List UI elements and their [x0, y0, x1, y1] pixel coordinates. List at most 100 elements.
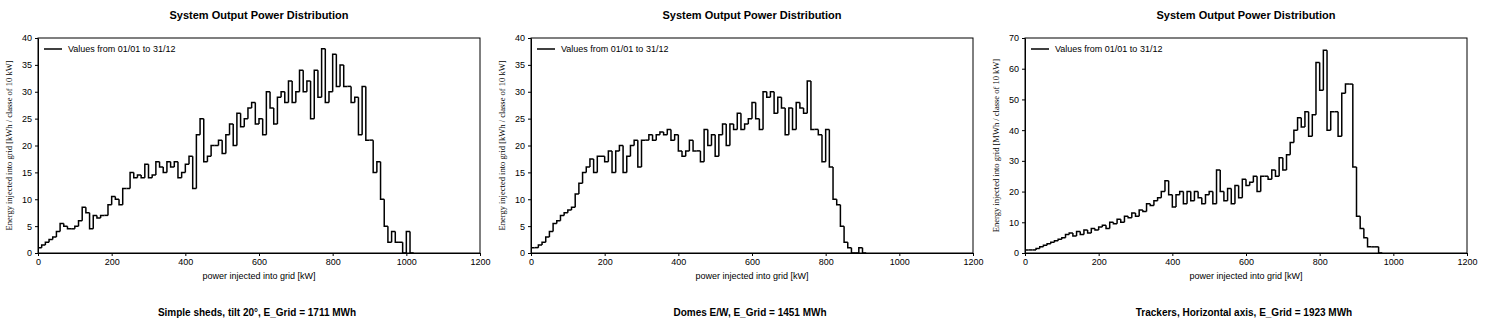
histogram-step: [542, 242, 546, 245]
plot-frame: [531, 38, 973, 253]
y-tick-label: 20: [22, 141, 32, 151]
x-tick-mark: [259, 253, 260, 256]
histogram-step: [1062, 238, 1066, 240]
histogram-step: [586, 167, 590, 172]
legend-swatch: [44, 48, 62, 50]
y-tick: 0: [27, 248, 38, 258]
y-axis-line: [38, 39, 39, 254]
histogram-step: [1294, 130, 1298, 142]
histogram-step: [395, 232, 399, 243]
histogram-step: [152, 175, 156, 178]
histogram-step: [101, 215, 105, 218]
y-tick-label: 30: [22, 87, 32, 97]
y-tick: 40: [515, 33, 531, 43]
y-tick: 30: [1009, 156, 1025, 166]
x-tick-mark: [1172, 253, 1173, 256]
y-tick: 25: [22, 114, 38, 124]
histogram-step: [756, 103, 760, 119]
x-tick-label: 400: [671, 257, 686, 267]
x-tick-mark: [826, 253, 827, 256]
histogram-step: [1099, 227, 1103, 230]
x-tick-label: 1200: [470, 257, 490, 267]
y-tick-label: 10: [1009, 218, 1019, 228]
chart-title: System Output Power Distribution: [662, 9, 841, 21]
y-tick-label: 25: [515, 114, 525, 124]
y-tick-label: 40: [22, 33, 32, 43]
y-tick-label: 50: [1009, 95, 1019, 105]
y-tick-mark: [35, 146, 38, 147]
x-tick-label: 1000: [890, 257, 910, 267]
y-tick: 25: [515, 114, 531, 124]
histogram-step: [1158, 198, 1162, 201]
x-axis: 020040060080010001200: [529, 253, 984, 267]
x-tick-label: 200: [598, 257, 613, 267]
histogram-step: [108, 205, 112, 216]
y-axis: 0510152025303540: [22, 33, 39, 258]
x-tick-mark: [480, 253, 481, 256]
histogram-step: [1379, 247, 1383, 253]
y-tick: 35: [515, 60, 531, 70]
y-tick-mark: [1022, 38, 1025, 39]
y-tick-mark: [528, 253, 531, 254]
x-tick-label: 0: [529, 257, 534, 267]
histogram-step: [160, 162, 164, 167]
y-tick: 30: [22, 87, 38, 97]
x-tick-mark: [1393, 253, 1394, 256]
y-tick-label: 5: [27, 222, 32, 232]
y-tick-mark: [1022, 161, 1025, 162]
y-tick-mark: [35, 226, 38, 227]
histogram-step: [1345, 84, 1349, 93]
y-tick: 10: [1009, 218, 1025, 228]
plot-frame: [38, 38, 480, 253]
histogram-step: [630, 146, 634, 157]
histogram-step: [781, 97, 785, 108]
caption: Trackers, Horizontal axis, E_Grid = 1923…: [1136, 307, 1352, 318]
x-tick: 600: [252, 253, 267, 267]
histogram-step: [277, 97, 281, 124]
y-tick-mark: [528, 38, 531, 39]
y-tick: 40: [1009, 126, 1025, 136]
y-tick-label: 35: [22, 60, 32, 70]
histogram-step: [546, 237, 550, 242]
histogram-step: [531, 248, 535, 253]
x-tick-mark: [678, 253, 679, 256]
y-tick-mark: [528, 172, 531, 173]
y-tick-label: 70: [1009, 33, 1019, 43]
y-tick-mark: [35, 172, 38, 173]
x-tick-mark: [605, 253, 606, 256]
y-tick: 20: [515, 141, 531, 151]
histogram-step: [1371, 246, 1375, 248]
x-tick-label: 200: [1092, 257, 1107, 267]
histogram-step: [579, 183, 583, 194]
histogram-step: [1169, 181, 1173, 195]
y-tick-mark: [528, 119, 531, 120]
histogram-step: [1353, 84, 1357, 167]
x-tick-mark: [752, 253, 753, 256]
x-tick-label: 0: [1023, 257, 1028, 267]
histogram-step: [656, 135, 660, 140]
x-tick-label: 1200: [963, 257, 983, 267]
y-tick-label: 5: [520, 222, 525, 232]
y-tick-label: 35: [515, 60, 525, 70]
plot-area: 0200400600800100012000510152025303540Val…: [22, 33, 491, 267]
y-tick-mark: [1022, 130, 1025, 131]
histogram-step: [693, 140, 697, 151]
histogram-step: [557, 221, 561, 224]
histogram-step: [818, 129, 822, 134]
y-tick: 20: [1009, 187, 1025, 197]
x-tick-label: 400: [178, 257, 193, 267]
y-tick: 30: [515, 87, 531, 97]
y-tick-mark: [1022, 253, 1025, 254]
caption: Domes E/W, E_Grid = 1451 MWh: [673, 307, 826, 318]
x-tick-mark: [333, 253, 334, 256]
y-tick-label: 30: [515, 87, 525, 97]
y-axis: 0510152025303540: [515, 33, 532, 258]
x-tick-label: 0: [36, 257, 41, 267]
y-tick-label: 60: [1009, 64, 1019, 74]
y-tick: 40: [22, 33, 38, 43]
y-tick: 10: [22, 195, 38, 205]
histogram-step: [719, 135, 723, 157]
y-axis-line: [1025, 39, 1026, 254]
y-axis-title: Energy injected into grid [kWh / classe …: [4, 60, 14, 230]
plot-area: 0200400600800100012000510152025303540Val…: [515, 33, 984, 267]
